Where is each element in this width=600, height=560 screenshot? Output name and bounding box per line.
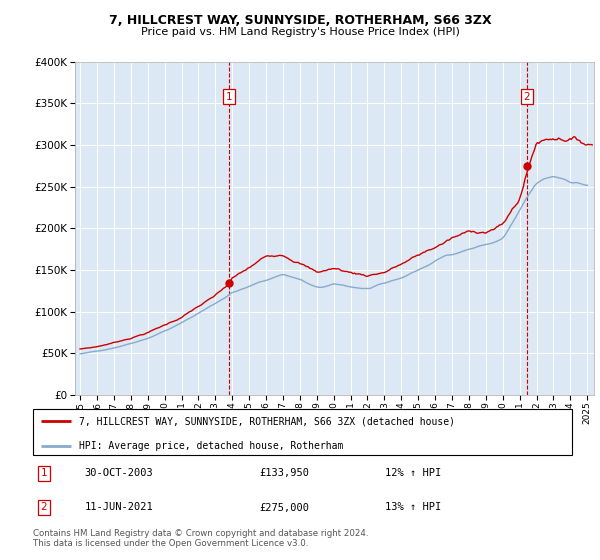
Text: 1: 1 [226,92,233,101]
Text: 30-OCT-2003: 30-OCT-2003 [85,468,154,478]
Text: 11-JUN-2021: 11-JUN-2021 [85,502,154,512]
Text: 13% ↑ HPI: 13% ↑ HPI [385,502,441,512]
Text: Contains HM Land Registry data © Crown copyright and database right 2024.: Contains HM Land Registry data © Crown c… [33,529,368,538]
Text: HPI: Average price, detached house, Rotherham: HPI: Average price, detached house, Roth… [79,441,344,451]
Text: Price paid vs. HM Land Registry's House Price Index (HPI): Price paid vs. HM Land Registry's House … [140,27,460,38]
Text: 7, HILLCREST WAY, SUNNYSIDE, ROTHERHAM, S66 3ZX (detached house): 7, HILLCREST WAY, SUNNYSIDE, ROTHERHAM, … [79,416,455,426]
Text: This data is licensed under the Open Government Licence v3.0.: This data is licensed under the Open Gov… [33,539,308,548]
Text: 2: 2 [40,502,47,512]
Text: 2: 2 [524,92,530,101]
Text: 7, HILLCREST WAY, SUNNYSIDE, ROTHERHAM, S66 3ZX: 7, HILLCREST WAY, SUNNYSIDE, ROTHERHAM, … [109,14,491,27]
Text: £133,950: £133,950 [259,468,310,478]
Text: 1: 1 [40,468,47,478]
Text: £275,000: £275,000 [259,502,310,512]
Text: 12% ↑ HPI: 12% ↑ HPI [385,468,441,478]
FancyBboxPatch shape [33,409,572,455]
